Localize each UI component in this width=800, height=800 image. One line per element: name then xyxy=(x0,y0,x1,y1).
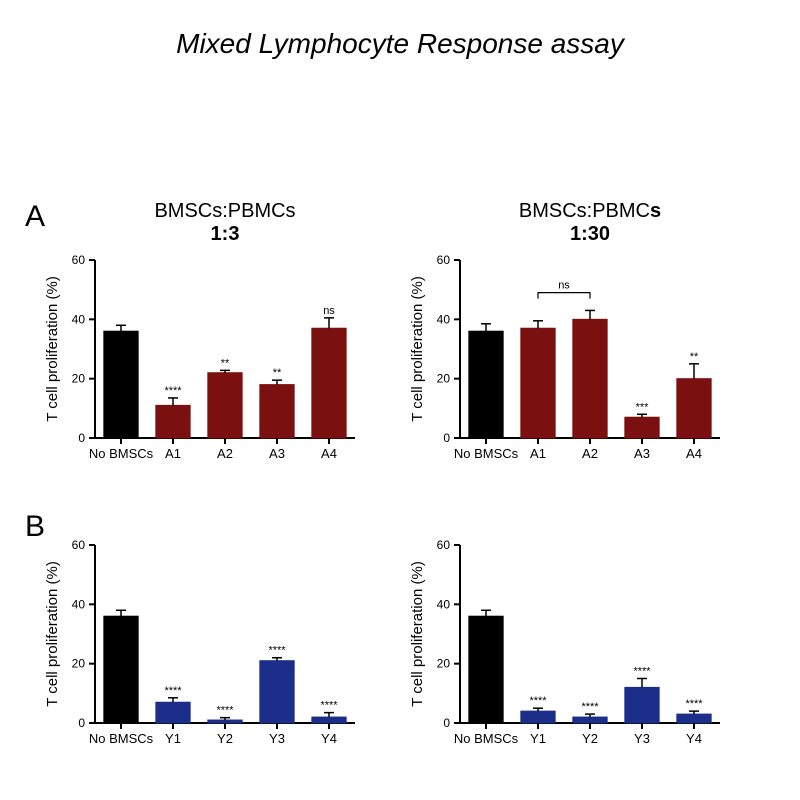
bar-chart-svg: 0 20 40 60 T cell proliferation (%) No BMSCs A… xyxy=(45,240,375,478)
panel-label-a: A xyxy=(25,200,45,234)
y-tick-label: 60 xyxy=(437,253,451,267)
bracket-label: ns xyxy=(558,280,570,292)
y-axis-label: T cell proliferation (%) xyxy=(410,276,426,422)
bar xyxy=(521,711,555,723)
y-tick-label: 40 xyxy=(72,597,86,611)
x-tick-label: A4 xyxy=(686,446,702,461)
y-tick-label: 40 xyxy=(437,597,451,611)
x-tick-label: No BMSCs xyxy=(89,446,154,461)
y-axis-label: T cell proliferation (%) xyxy=(45,561,61,707)
x-tick-label: Y2 xyxy=(582,731,598,746)
significance-annotation: ns xyxy=(323,305,335,317)
y-axis-label: T cell proliferation (%) xyxy=(45,276,61,422)
significance-annotation: ** xyxy=(273,367,282,379)
bar xyxy=(625,417,659,438)
y-tick-label: 0 xyxy=(78,431,85,445)
y-tick-label: 20 xyxy=(437,372,451,386)
bar xyxy=(312,328,346,438)
bar xyxy=(521,328,555,438)
bar xyxy=(625,687,659,723)
bar xyxy=(104,616,138,723)
y-axis-label: T cell proliferation (%) xyxy=(410,561,426,707)
x-tick-label: Y3 xyxy=(634,731,650,746)
y-tick-label: 60 xyxy=(72,538,86,552)
x-tick-label: A3 xyxy=(634,446,650,461)
x-tick-label: Y2 xyxy=(217,731,233,746)
x-tick-label: Y4 xyxy=(321,731,337,746)
significance-annotation: **** xyxy=(164,385,182,397)
bar xyxy=(469,616,503,723)
bar-chart-svg: 0 20 40 60 T cell proliferation (%) No BMSCs Y… xyxy=(45,525,375,763)
x-tick-label: No BMSCs xyxy=(454,446,519,461)
bar xyxy=(469,331,503,438)
bar xyxy=(156,405,190,438)
bar-chart-svg: 0 20 40 60 T cell proliferation (%) No BMSCs A… xyxy=(410,240,740,478)
y-tick-label: 40 xyxy=(437,312,451,326)
significance-annotation: **** xyxy=(685,698,703,710)
y-tick-label: 20 xyxy=(437,657,451,671)
y-tick-label: 60 xyxy=(72,253,86,267)
chart-b-1to3: 0 20 40 60 T cell proliferation (%) No BMSCs Y… xyxy=(45,525,375,768)
figure-canvas: { "title": "Mixed Lymphocyte Response as… xyxy=(0,0,800,800)
y-tick-label: 40 xyxy=(72,312,86,326)
bar xyxy=(208,373,242,438)
significance-annotation: ** xyxy=(690,351,699,363)
bar xyxy=(573,319,607,438)
chart-a-1to30: 0 20 40 60 T cell proliferation (%) No BMSCs A… xyxy=(410,240,740,483)
x-tick-label: A3 xyxy=(269,446,285,461)
bar-chart-svg: 0 20 40 60 T cell proliferation (%) No BMSCs Y… xyxy=(410,525,740,763)
significance-annotation: **** xyxy=(581,701,599,713)
x-tick-label: No BMSCs xyxy=(454,731,519,746)
y-tick-label: 0 xyxy=(443,716,450,730)
bar xyxy=(260,661,294,723)
chart-title-line1: BMSCs:PBMCs xyxy=(519,200,661,222)
bar xyxy=(677,379,711,438)
significance-annotation: **** xyxy=(320,700,338,712)
panel-label-b: B xyxy=(25,510,45,544)
bar xyxy=(208,720,242,723)
significance-annotation: **** xyxy=(216,705,234,717)
bar xyxy=(677,714,711,723)
y-tick-label: 20 xyxy=(72,657,86,671)
chart-title-line1: BMSCs:PBMCs xyxy=(154,200,295,222)
significance-annotation: **** xyxy=(529,695,547,707)
x-tick-label: Y3 xyxy=(269,731,285,746)
y-tick-label: 0 xyxy=(443,431,450,445)
bar xyxy=(312,717,346,723)
comparison-bracket xyxy=(538,293,590,299)
significance-annotation: **** xyxy=(164,685,182,697)
x-tick-label: Y1 xyxy=(530,731,546,746)
y-tick-label: 60 xyxy=(437,538,451,552)
bar xyxy=(260,385,294,438)
x-tick-label: A2 xyxy=(217,446,233,461)
x-tick-label: A1 xyxy=(165,446,181,461)
x-tick-label: Y1 xyxy=(165,731,181,746)
x-tick-label: A4 xyxy=(321,446,337,461)
significance-annotation: **** xyxy=(268,645,286,657)
significance-annotation: ** xyxy=(221,357,230,369)
figure-title: Mixed Lymphocyte Response assay xyxy=(0,28,800,60)
x-tick-label: No BMSCs xyxy=(89,731,154,746)
y-tick-label: 20 xyxy=(72,372,86,386)
y-tick-label: 0 xyxy=(78,716,85,730)
significance-annotation: **** xyxy=(633,666,651,678)
chart-a-1to3: 0 20 40 60 T cell proliferation (%) No BMSCs A… xyxy=(45,240,375,483)
bar xyxy=(573,717,607,723)
x-tick-label: A1 xyxy=(530,446,546,461)
x-tick-label: A2 xyxy=(582,446,598,461)
significance-annotation: *** xyxy=(636,401,650,413)
bar xyxy=(156,702,190,723)
bar xyxy=(104,331,138,438)
chart-b-1to30: 0 20 40 60 T cell proliferation (%) No BMSCs Y… xyxy=(410,525,740,768)
x-tick-label: Y4 xyxy=(686,731,702,746)
